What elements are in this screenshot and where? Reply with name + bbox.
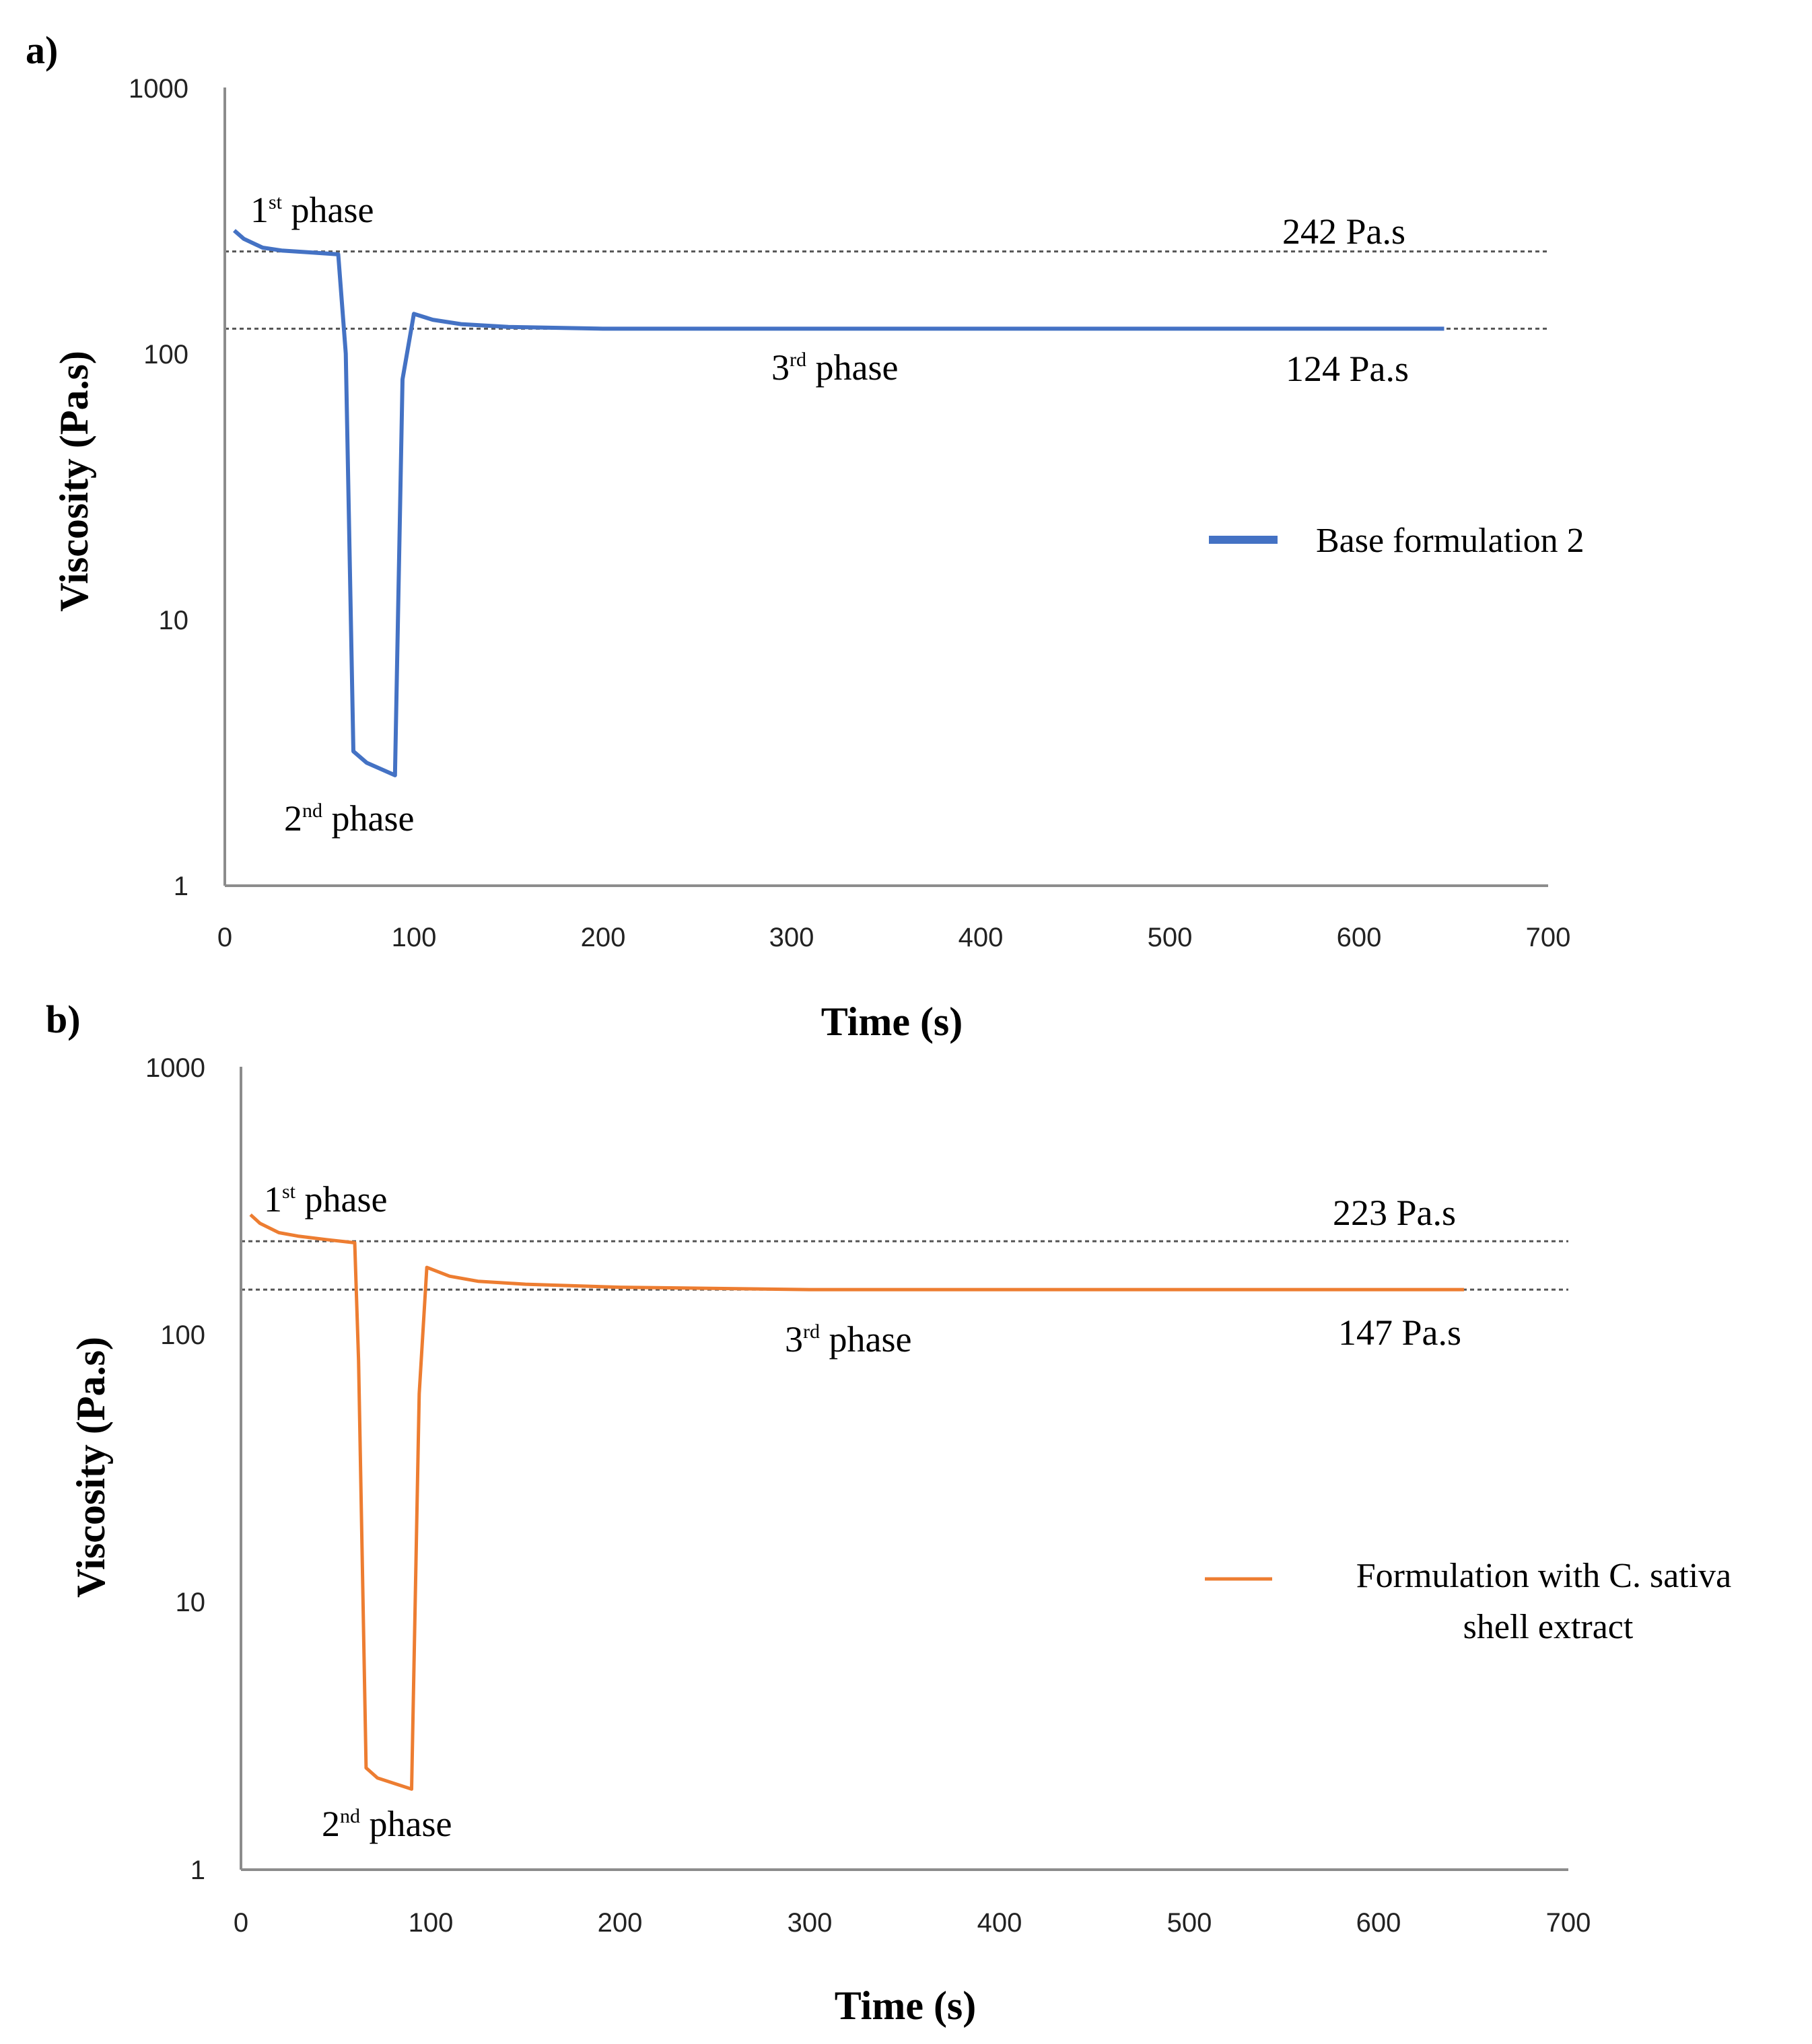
panel-b-x-tick: 0 (234, 1908, 248, 1938)
panel-a-x-ticks: 0 100 200 300 400 500 600 700 (217, 923, 1571, 952)
panel-b-x-tick: 500 (1167, 1908, 1212, 1938)
panel-b-legend: Formulation with C. sativa shell extract (1205, 1557, 1741, 1646)
panel-a-phase-1-label: 1st phase (250, 190, 374, 230)
panel-b-y-axis-title: Viscosity (Pa.s) (69, 1337, 113, 1598)
panel-a-ref-label-1: 242 Pa.s (1282, 211, 1405, 252)
panel-a: a) 1 10 100 1000 0 100 200 300 400 500 6… (26, 28, 1584, 1044)
panel-a-y-tick: 10 (159, 606, 189, 635)
panel-b-label: b) (46, 997, 81, 1041)
panel-a-label: a) (26, 28, 58, 72)
panel-b-x-axis-title: Time (s) (835, 1983, 977, 2028)
panel-b-legend-label: Formulation with C. sativa shell extract (1356, 1557, 1741, 1646)
panel-b-x-tick: 600 (1356, 1908, 1401, 1938)
panel-b-x-tick: 100 (409, 1908, 454, 1938)
panel-b-y-tick: 1000 (145, 1053, 205, 1083)
panel-a-x-tick: 700 (1526, 923, 1571, 952)
panel-a-x-tick: 400 (959, 923, 1004, 952)
panel-a-series-line (233, 229, 1444, 777)
panel-b-x-tick: 400 (977, 1908, 1022, 1938)
panel-a-y-ticks: 1 10 100 1000 (129, 74, 188, 901)
panel-a-x-tick: 0 (217, 923, 232, 952)
panel-a-phase-2-label: 2nd phase (284, 798, 414, 839)
panel-a-phase-3-label: 3rd phase (771, 347, 898, 388)
panel-b: b) 1 10 100 1000 0 100 200 300 400 500 6… (46, 997, 1741, 2028)
panel-b-y-ticks: 1 10 100 1000 (145, 1053, 205, 1885)
panel-b-ref-label-2: 147 Pa.s (1338, 1312, 1461, 1353)
panel-b-phase-3-label: 3rd phase (785, 1319, 911, 1360)
panel-a-x-tick: 500 (1148, 923, 1193, 952)
panel-a-y-axis-title: Viscosity (Pa.s) (52, 351, 96, 612)
panel-b-series-line (249, 1213, 1465, 1791)
panel-b-y-tick: 10 (176, 1588, 206, 1617)
panel-b-x-tick: 700 (1546, 1908, 1591, 1938)
panel-b-y-tick: 1 (190, 1856, 205, 1885)
panel-b-legend-line-2: shell extract (1463, 1608, 1634, 1646)
panel-a-y-tick: 1 (174, 872, 188, 901)
panel-b-x-tick: 200 (598, 1908, 643, 1938)
panel-b-x-ticks: 0 100 200 300 400 500 600 700 (234, 1908, 1591, 1938)
panel-a-legend: Base formulation 2 (1209, 522, 1584, 560)
panel-a-x-axis-title: Time (s) (821, 999, 963, 1044)
panel-a-ref-label-2: 124 Pa.s (1286, 349, 1409, 389)
panel-b-ref-lines (241, 1240, 1568, 1291)
panel-b-phase-2-label: 2nd phase (322, 1804, 452, 1844)
panel-b-ref-label-1: 223 Pa.s (1333, 1193, 1456, 1233)
panel-a-y-tick: 1000 (129, 74, 188, 104)
panel-b-y-tick: 100 (160, 1320, 205, 1350)
panel-a-x-tick: 600 (1337, 923, 1382, 952)
panel-a-legend-label: Base formulation 2 (1316, 522, 1584, 560)
panel-a-x-tick: 300 (769, 923, 814, 952)
panel-b-legend-line-1: Formulation with C. sativa (1356, 1557, 1732, 1595)
panel-a-x-tick: 100 (392, 923, 437, 952)
panel-b-phase-1-label: 1st phase (264, 1179, 387, 1220)
panel-b-x-tick: 300 (788, 1908, 833, 1938)
panel-a-y-tick: 100 (143, 340, 188, 369)
panel-a-x-tick: 200 (581, 923, 626, 952)
